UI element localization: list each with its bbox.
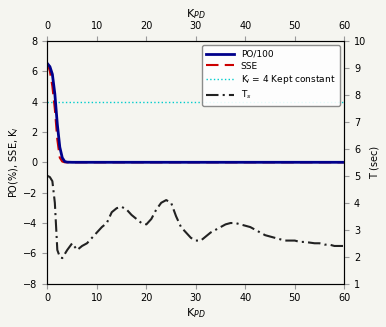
Legend: PO/100, SSE, K$_I$ = 4 Kept constant, T$_s$: PO/100, SSE, K$_I$ = 4 Kept constant, T$… <box>202 45 340 106</box>
X-axis label: K$_{PD}$: K$_{PD}$ <box>186 7 206 21</box>
X-axis label: K$_{PD}$: K$_{PD}$ <box>186 306 206 320</box>
Y-axis label: T (sec): T (sec) <box>369 146 379 179</box>
Y-axis label: PO(%), SSE, K$_I$: PO(%), SSE, K$_I$ <box>7 127 20 198</box>
